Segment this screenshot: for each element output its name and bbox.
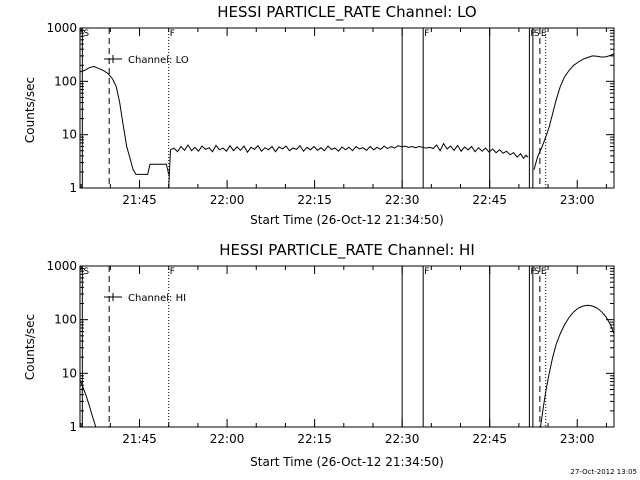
- x-tick-label-lo: 22:15: [297, 193, 332, 207]
- y-tick-label-lo: 100: [54, 74, 77, 88]
- x-tick-label-hi: 23:00: [560, 432, 595, 446]
- x-tick-label-lo: 23:00: [560, 193, 595, 207]
- y-tick-label-lo: 1000: [46, 21, 77, 35]
- event-marker-flag-hi: S: [83, 267, 89, 277]
- x-tick-label-lo: 22:30: [385, 193, 420, 207]
- series-line-lo: [533, 53, 615, 170]
- event-marker-flag-lo: F: [170, 29, 175, 39]
- y-tick-label-lo: 1: [69, 181, 77, 195]
- plot-panel-hi: HESSI PARTICLE_RATE Channel: HI 1 10 100 10…: [23, 241, 615, 469]
- y-tick-label-hi: 1: [69, 420, 77, 434]
- event-marker-flag-hi: F: [170, 267, 175, 277]
- x-axis-label-lo: Start Time (26-Oct-12 21:34:50): [250, 213, 444, 227]
- plot-axes-hi: 1 10 100 1000 21:45 22:00 22:15 22:30 22:45 23:00…: [46, 259, 615, 446]
- legend-label-hi: Channel: HI: [128, 293, 186, 304]
- plot-title-lo: HESSI PARTICLE_RATE Channel: LO: [217, 3, 476, 22]
- plot-frame-hi: [79, 265, 615, 428]
- event-marker-flag-lo: S: [83, 29, 89, 39]
- x-tick-label-hi: 22:00: [210, 432, 245, 446]
- series-line-hi: [540, 304, 615, 428]
- x-tick-label-hi: 22:30: [385, 432, 420, 446]
- y-tick-label-lo: 10: [62, 128, 77, 142]
- timestamp-text: 27-Oct-2012 13:05: [571, 468, 637, 476]
- plot-title-hi: HESSI PARTICLE_RATE Channel: HI: [219, 241, 475, 260]
- event-marker-flag-lo: F: [424, 29, 429, 39]
- x-tick-label-hi: 21:45: [122, 432, 157, 446]
- x-tick-label-hi: 22:15: [297, 432, 332, 446]
- series-line-lo: [79, 65, 170, 175]
- event-marker-flag-lo: S: [534, 29, 540, 39]
- x-tick-label-lo: 22:45: [472, 193, 507, 207]
- y-tick-label-hi: 10: [62, 366, 77, 380]
- x-tick-label-lo: 21:45: [122, 193, 157, 207]
- plot-axes-lo: 1 10 100 1000 21:45 22:00 22:15 22:30 22:45 23:00…: [46, 21, 615, 207]
- series-line-lo: [168, 142, 529, 189]
- event-marker-flag-hi: E: [541, 267, 547, 277]
- y-tick-label-hi: 1000: [46, 259, 77, 273]
- x-axis-label-hi: Start Time (26-Oct-12 21:34:50): [250, 455, 444, 469]
- x-tick-label-lo: 22:00: [210, 193, 245, 207]
- legend-label-lo: Channel: LO: [128, 55, 189, 66]
- x-tick-label-hi: 22:45: [472, 432, 507, 446]
- event-marker-flag-hi: S: [534, 267, 540, 277]
- series-line-hi: [79, 379, 97, 428]
- event-marker-flag-hi: F: [424, 267, 429, 277]
- y-axis-label-lo: Counts/sec: [23, 77, 37, 143]
- event-marker-flag-lo: E: [541, 29, 547, 39]
- y-tick-label-hi: 100: [54, 313, 77, 327]
- plot-panel-lo: HESSI PARTICLE_RATE Channel: LO 1 10 100 10…: [23, 3, 615, 227]
- y-axis-label-hi: Counts/sec: [23, 314, 37, 380]
